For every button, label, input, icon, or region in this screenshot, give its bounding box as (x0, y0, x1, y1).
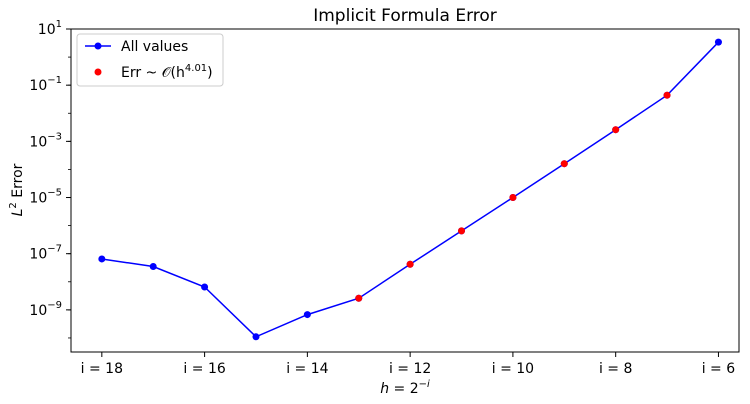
y-tick-label: 10−7 (29, 244, 62, 263)
legend-label-all-values: All values (121, 39, 188, 55)
data-point (560, 160, 568, 168)
data-point (612, 126, 620, 134)
legend-box (76, 33, 224, 87)
legend-label-err-exp: 4.01 (185, 63, 207, 74)
x-tick-label: i = 8 (599, 361, 632, 377)
y-tick-label: 101 (38, 19, 62, 38)
data-point (98, 255, 106, 263)
legend-label-err-suffix: ) (207, 65, 212, 81)
y-tick-label-base: 10 (38, 22, 56, 38)
y-tick-label: 10−3 (29, 131, 62, 150)
legend-label-err-prefix: Err ~ 𝒪(h (121, 65, 185, 81)
plot-area (70, 28, 740, 353)
data-point (509, 194, 517, 202)
data-point (303, 311, 311, 319)
x-tick-label: i = 12 (389, 361, 431, 377)
data-point (252, 333, 260, 341)
y-tick-label: 10−5 (29, 188, 62, 207)
y-tick-label: 10−1 (29, 75, 62, 94)
series-layer (98, 38, 722, 341)
data-point (714, 38, 722, 46)
y-tick-label-base: 10 (29, 247, 47, 263)
legend: All values Err ~ 𝒪(h4.01) (76, 33, 224, 87)
data-point (406, 260, 414, 268)
y-tick-label-exp: −1 (47, 75, 62, 86)
data-point (663, 91, 671, 99)
data-point (149, 263, 157, 271)
y-tick-label: 10−9 (29, 300, 62, 319)
y-tick-label-exp: −3 (47, 131, 62, 142)
data-point (355, 294, 363, 302)
data-point (458, 227, 466, 235)
series-1 (355, 91, 671, 302)
y-tick-label-base: 10 (29, 191, 47, 207)
y-tick-label-base: 10 (29, 134, 47, 150)
x-tick-label: i = 18 (81, 361, 123, 377)
chart-title: Implicit Formula Error (313, 6, 497, 26)
x-tick-label: i = 16 (183, 361, 225, 377)
legend-label-err: Err ~ 𝒪(h4.01) (121, 63, 213, 81)
y-axis-label: L2 Error (8, 163, 26, 216)
y-tick-label-exp: −9 (47, 300, 62, 311)
data-point (201, 283, 209, 291)
y-tick-label-base: 10 (29, 78, 47, 94)
y-tick-label-exp: −5 (47, 188, 62, 199)
x-tick-label: i = 14 (286, 361, 328, 377)
y-tick-label-exp: −7 (47, 244, 62, 255)
legend-marker-all-values (94, 42, 102, 50)
y-tick-label-base: 10 (29, 303, 47, 319)
x-axis-label: h = 2−i (380, 379, 430, 397)
x-axis: i = 18 i = 16 i = 14 i = 12 i = 10 i = 8 i = 6 (81, 352, 736, 377)
x-tick-label: i = 6 (702, 361, 736, 377)
y-tick-label-exp: 1 (56, 19, 62, 30)
x-tick-label: i = 10 (492, 361, 534, 377)
legend-marker-err (94, 68, 102, 76)
